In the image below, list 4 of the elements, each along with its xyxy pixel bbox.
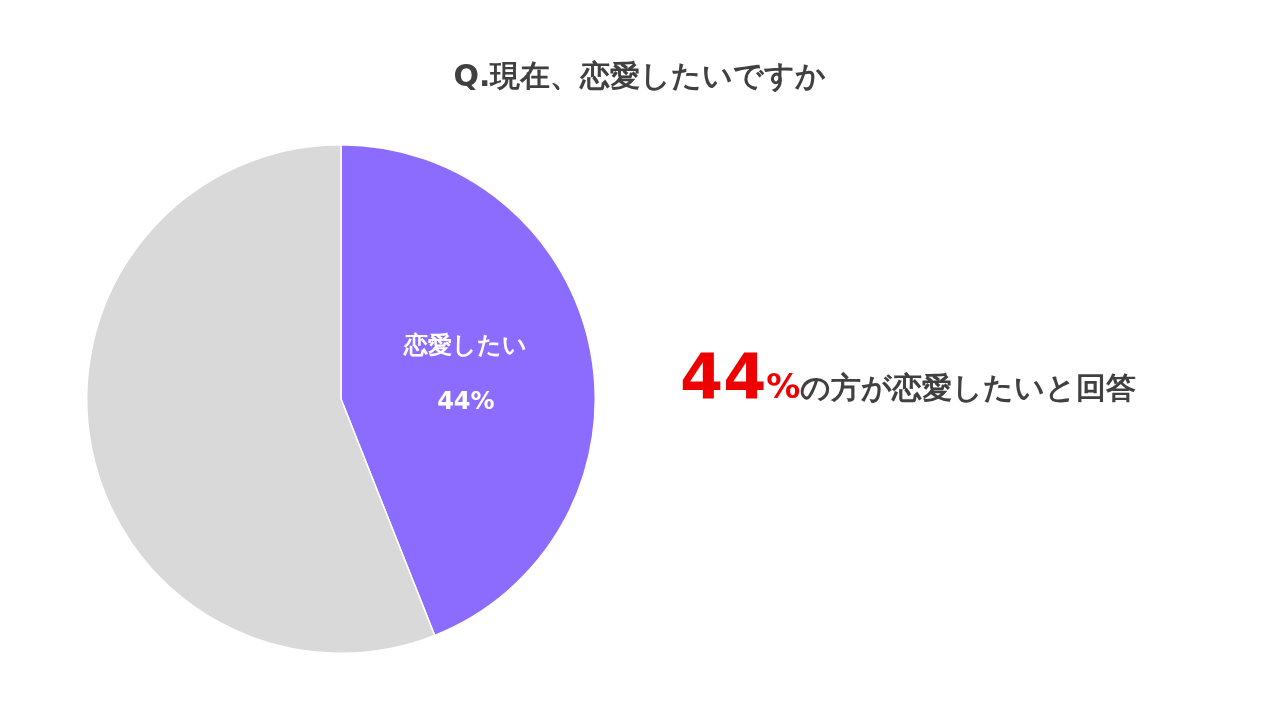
slice-label: 恋愛したい xyxy=(403,331,528,360)
text: 44%の方が恋愛したいと回答 xyxy=(680,340,1137,413)
data-label: 44% xyxy=(437,387,495,416)
chart-title: Q.現在、恋愛したいですか xyxy=(452,57,828,95)
